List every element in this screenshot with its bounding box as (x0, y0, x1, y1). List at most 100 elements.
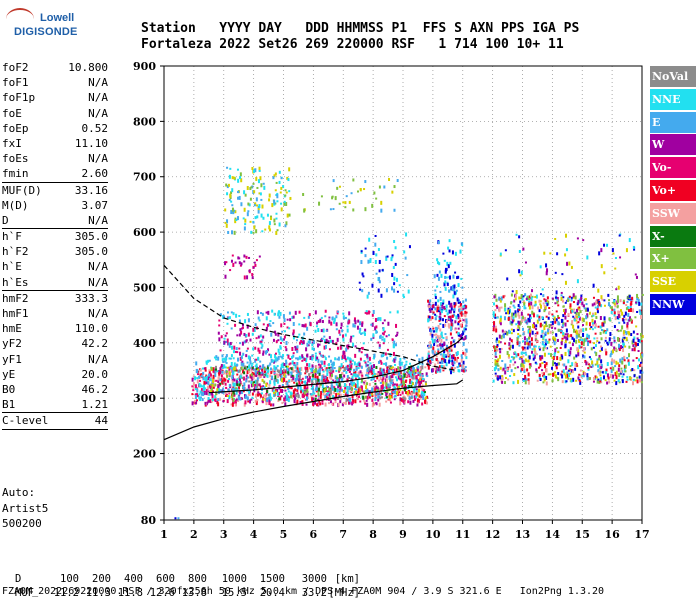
echo-point (571, 336, 574, 340)
echo-point (392, 391, 395, 394)
echo-point (431, 339, 434, 344)
echo-point (617, 330, 620, 333)
echo-point (352, 208, 355, 212)
echo-point (191, 385, 194, 388)
echo-point (628, 319, 631, 322)
param-name: hmF2 (2, 291, 29, 305)
echo-point (229, 341, 232, 345)
echo-point (284, 224, 287, 228)
echo-point (337, 310, 340, 313)
echo-point (300, 339, 303, 343)
echo-point (318, 400, 321, 403)
echo-point (412, 399, 415, 403)
echo-point (281, 339, 284, 342)
echo-point (387, 321, 390, 326)
echo-point (385, 373, 388, 378)
echo-point (226, 166, 229, 169)
echo-point (566, 371, 569, 375)
echo-point (278, 180, 281, 184)
echo-point (307, 378, 310, 383)
echo-point (570, 379, 573, 383)
echo-point (362, 342, 365, 345)
echo-point (624, 318, 627, 321)
echo-point (393, 340, 396, 345)
echo-point (416, 367, 419, 371)
param-value: N/A (88, 152, 108, 166)
echo-point (554, 374, 557, 379)
echo-point (593, 337, 596, 340)
echo-point (207, 381, 210, 386)
echo-point (254, 379, 257, 384)
echo-point (394, 363, 397, 366)
echo-point (223, 340, 226, 345)
echo-point (314, 378, 317, 381)
echo-point (604, 371, 607, 375)
echo-point (306, 395, 309, 398)
echo-point (286, 381, 289, 386)
echo-point (557, 328, 560, 332)
echo-point (464, 314, 467, 318)
echo-point (508, 347, 511, 350)
echo-point (281, 389, 284, 394)
param-row: foF2 10.800 (2, 60, 108, 75)
echo-point (533, 325, 536, 329)
param-row: M(D) 3.07 (2, 198, 108, 213)
echo-point (574, 367, 577, 371)
echo-point (610, 350, 613, 355)
echo-point (248, 390, 251, 394)
echo-point (426, 395, 429, 399)
echo-point (239, 264, 242, 267)
echo-point (243, 260, 246, 263)
echo-point (198, 375, 201, 379)
echo-point (554, 351, 557, 354)
echo-point (493, 323, 496, 328)
echo-point (218, 319, 221, 322)
echo-point (517, 312, 520, 317)
echo-point (345, 195, 348, 198)
echo-point (564, 344, 567, 349)
echo-point (609, 367, 612, 370)
echo-point (563, 372, 566, 376)
echo-point (435, 330, 438, 333)
echo-point (272, 338, 275, 342)
echo-point (578, 333, 581, 338)
echo-point (350, 373, 353, 376)
echo-point (519, 274, 522, 277)
echo-point (552, 355, 555, 360)
echo-point (314, 352, 317, 355)
echo-point (289, 196, 292, 200)
echo-point (463, 313, 466, 317)
echo-point (527, 320, 530, 323)
echo-point (464, 352, 467, 357)
echo-point (630, 369, 633, 372)
echo-point (454, 251, 457, 256)
echo-point (226, 395, 229, 398)
param-row: C-level 44 (2, 412, 108, 428)
echo-point (511, 344, 514, 349)
echo-point (593, 320, 596, 325)
echo-point (439, 365, 442, 369)
echo-point (525, 378, 528, 381)
echo-point (566, 261, 569, 266)
echo-point (522, 300, 525, 304)
echo-point (458, 299, 461, 303)
echo-point (304, 393, 307, 396)
echo-point (237, 369, 240, 373)
echo-point (333, 386, 336, 389)
echo-point (433, 274, 436, 279)
echo-point (577, 352, 580, 357)
echo-point (376, 389, 379, 392)
echo-point (381, 392, 384, 395)
echo-point (445, 276, 448, 279)
echo-point (341, 365, 344, 369)
echo-point (614, 267, 617, 270)
echo-point (462, 364, 465, 369)
echo-point (283, 335, 286, 339)
echo-point (442, 302, 445, 305)
echo-point (220, 374, 223, 378)
echo-point (208, 369, 211, 372)
param-row: fmin 2.60 (2, 166, 108, 181)
muf-value: 12.6 (149, 587, 174, 599)
echo-point (510, 301, 513, 305)
echo-point (244, 394, 247, 399)
